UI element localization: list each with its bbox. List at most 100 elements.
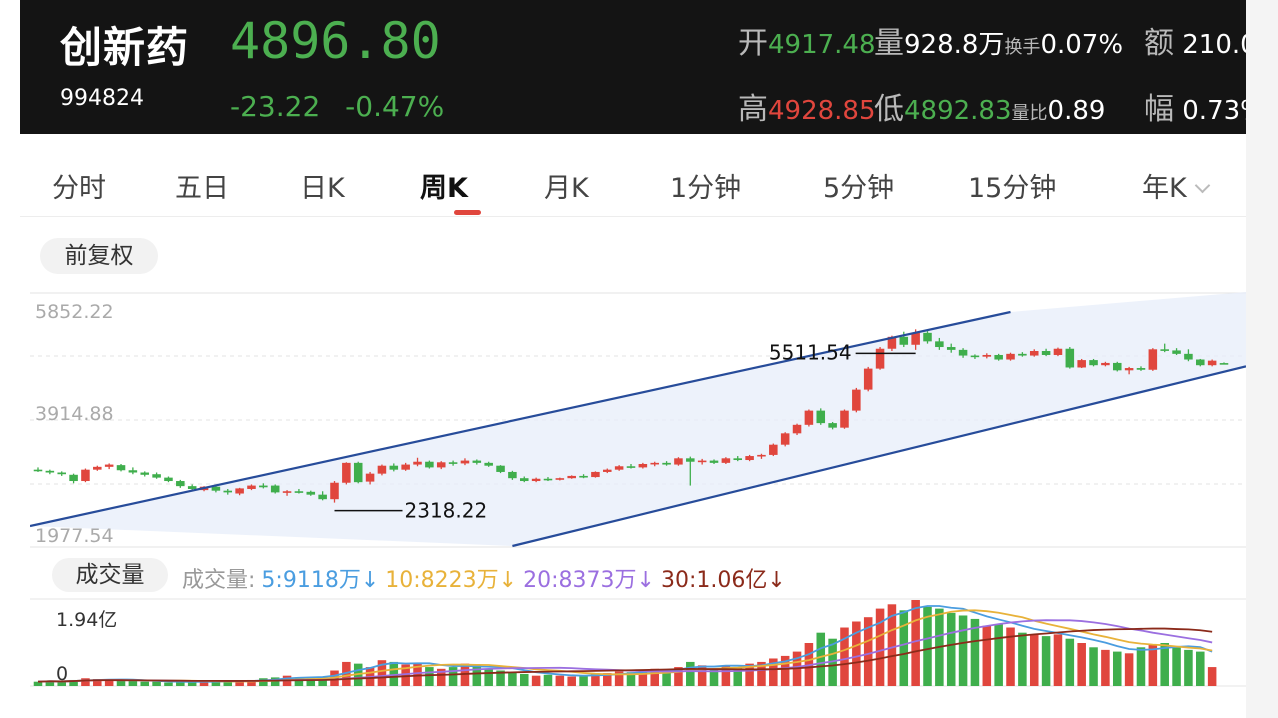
candlestick-chart: 5852.22 3914.88 1977.54 5511.54 2318.22 <box>30 292 1246 548</box>
volume-bar <box>650 668 659 686</box>
candle <box>1101 361 1110 367</box>
volume-bar <box>413 662 422 686</box>
candle-body <box>306 491 316 495</box>
candle-body <box>342 462 351 483</box>
volume-bar <box>816 632 826 686</box>
chevron-down-icon <box>1194 177 1210 194</box>
candle <box>294 488 304 494</box>
volume-bar <box>140 681 150 686</box>
volume-y-min-label: 0 <box>56 663 68 685</box>
volume-bar <box>828 638 837 686</box>
high-label: 高 <box>738 92 768 127</box>
candle <box>769 443 778 457</box>
tab-1min[interactable]: 1分钟 <box>670 173 742 204</box>
candle-body <box>81 469 90 482</box>
volume-bar <box>128 680 138 686</box>
candle-body <box>709 460 719 463</box>
turnover-label: 换手 <box>1004 37 1041 58</box>
candle <box>804 409 814 427</box>
candle-body <box>899 336 909 345</box>
candle-body <box>425 461 434 468</box>
candle-body <box>508 471 517 479</box>
volume-bar <box>887 604 897 686</box>
volume-bar <box>164 682 173 686</box>
adjust-button[interactable]: 前复权 <box>40 238 158 274</box>
volume-bar <box>555 675 565 686</box>
candle <box>1207 359 1217 367</box>
tab-weekly-k[interactable]: 周K <box>420 173 468 204</box>
stock-name: 创新药 <box>60 23 190 72</box>
candle <box>460 458 470 466</box>
candle-body <box>223 490 233 493</box>
low-annotation: 2318.22 <box>405 499 488 523</box>
candle <box>852 387 861 413</box>
candle-body <box>460 460 470 464</box>
volume-bar <box>448 667 458 686</box>
candle <box>1160 343 1169 353</box>
candle-body <box>1196 359 1205 366</box>
ma10-value: 10:8223万↓ <box>385 568 518 593</box>
volume-bar <box>567 676 576 686</box>
candle <box>152 472 161 479</box>
candle <box>69 473 78 484</box>
open-value: 4917.48 <box>768 30 876 60</box>
tab-five-day[interactable]: 五日 <box>175 173 229 204</box>
candle <box>270 484 280 494</box>
open-label: 开 <box>738 26 768 61</box>
candle-body <box>176 481 185 487</box>
candle-body <box>887 336 897 349</box>
candle <box>780 432 790 447</box>
volume-chart: 1.94亿 0 <box>30 598 1246 687</box>
candle-body <box>104 464 114 467</box>
candle-body <box>745 456 754 461</box>
volume-y-max-label: 1.94亿 <box>56 609 117 631</box>
candle <box>496 465 505 474</box>
tab-5min[interactable]: 5分钟 <box>823 173 895 204</box>
candle <box>733 456 743 462</box>
candle-body <box>413 461 422 465</box>
volume-bar <box>377 660 387 686</box>
candle-body <box>1136 368 1146 370</box>
candle-body <box>626 466 636 468</box>
tab-15min[interactable]: 15分钟 <box>968 173 1057 204</box>
turnover-value: 0.07% <box>1040 30 1124 60</box>
candle-body <box>543 478 553 481</box>
candle-body <box>235 488 244 494</box>
candle-body <box>187 486 197 489</box>
high-stat: 高4928.85 <box>738 84 876 128</box>
candle-body <box>1029 351 1039 356</box>
candle-body <box>780 433 790 445</box>
volume-bar <box>1172 646 1181 686</box>
low-value: 4892.83 <box>904 96 1012 126</box>
candle <box>1172 348 1181 355</box>
candle <box>508 470 517 480</box>
candle-body <box>472 460 482 463</box>
candle <box>840 409 849 429</box>
candle <box>45 469 55 475</box>
candle <box>259 483 268 489</box>
candle-body <box>128 470 138 473</box>
candle-body <box>603 469 612 472</box>
tab-yearly-k[interactable]: 年K <box>1142 166 1210 205</box>
tab-daily-k[interactable]: 日K <box>300 173 345 204</box>
candle-body <box>994 354 1003 360</box>
y-min-label: 1977.54 <box>35 525 114 547</box>
candle <box>674 457 683 466</box>
candle <box>555 477 565 481</box>
candle-body <box>57 472 66 475</box>
candle <box>531 477 541 483</box>
volume-bar <box>1184 649 1193 686</box>
volume-bar <box>1112 651 1122 686</box>
candle <box>721 457 731 464</box>
candle <box>1029 349 1039 357</box>
candle <box>413 457 422 467</box>
volume-bar <box>697 665 707 686</box>
candle-body <box>247 485 256 489</box>
high-annotation: 5511.54 <box>769 340 852 364</box>
tab-intraday[interactable]: 分时 <box>52 173 106 204</box>
volume-indicator-button[interactable]: 成交量 <box>52 558 168 592</box>
candle-body <box>45 470 55 473</box>
volume-bar <box>1124 653 1134 686</box>
tab-monthly-k[interactable]: 月K <box>544 173 589 204</box>
candle <box>816 408 826 425</box>
